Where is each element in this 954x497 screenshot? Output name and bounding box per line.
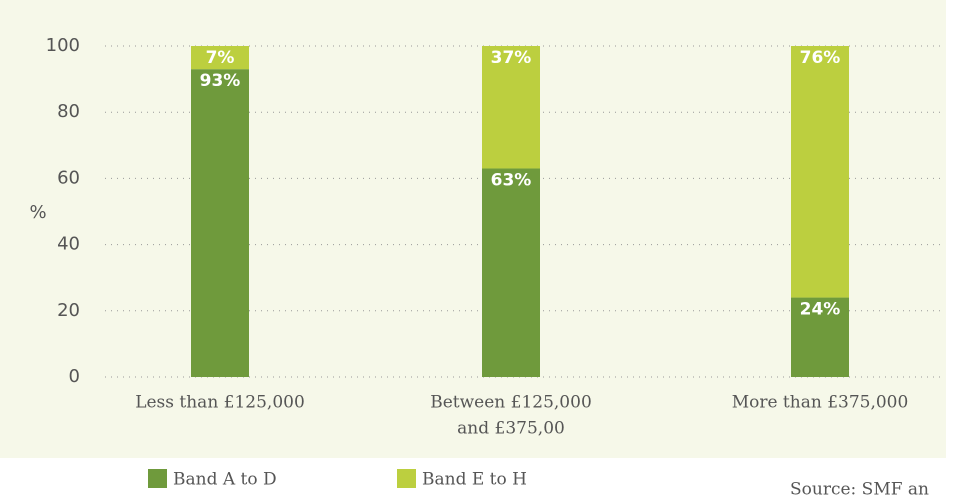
bar-segment [482,46,540,169]
y-tick-label: 0 [69,366,80,387]
bar-segment [191,69,249,378]
x-tick-label: Between £125,000 [430,393,592,413]
data-label: 76% [800,48,841,68]
bar-segment [791,297,849,377]
bar-segment [482,168,540,377]
data-label: 63% [491,170,532,190]
data-label: 24% [800,300,841,320]
legend-label: Band A to D [173,470,277,490]
bar-segment [791,46,849,298]
data-label: 93% [200,71,241,91]
data-label: 7% [206,48,235,68]
y-tick-label: 60 [57,167,80,188]
data-label: 37% [491,48,532,68]
legend-swatch [397,469,416,488]
y-tick-label: 20 [57,300,80,321]
legend-label: Band E to H [422,470,527,490]
x-tick-label: More than £375,000 [732,393,909,413]
plot-background [0,0,946,458]
bar-segment [191,46,249,70]
y-tick-label: 40 [57,234,80,255]
y-axis-label: % [29,202,46,223]
y-tick-label: 100 [46,35,80,56]
source: Source: SMF an [790,480,929,497]
legend-swatch [148,469,167,488]
x-tick-label: and £375,00 [457,419,565,439]
x-tick-label: Less than £125,000 [135,393,305,413]
y-tick-label: 80 [57,101,80,122]
